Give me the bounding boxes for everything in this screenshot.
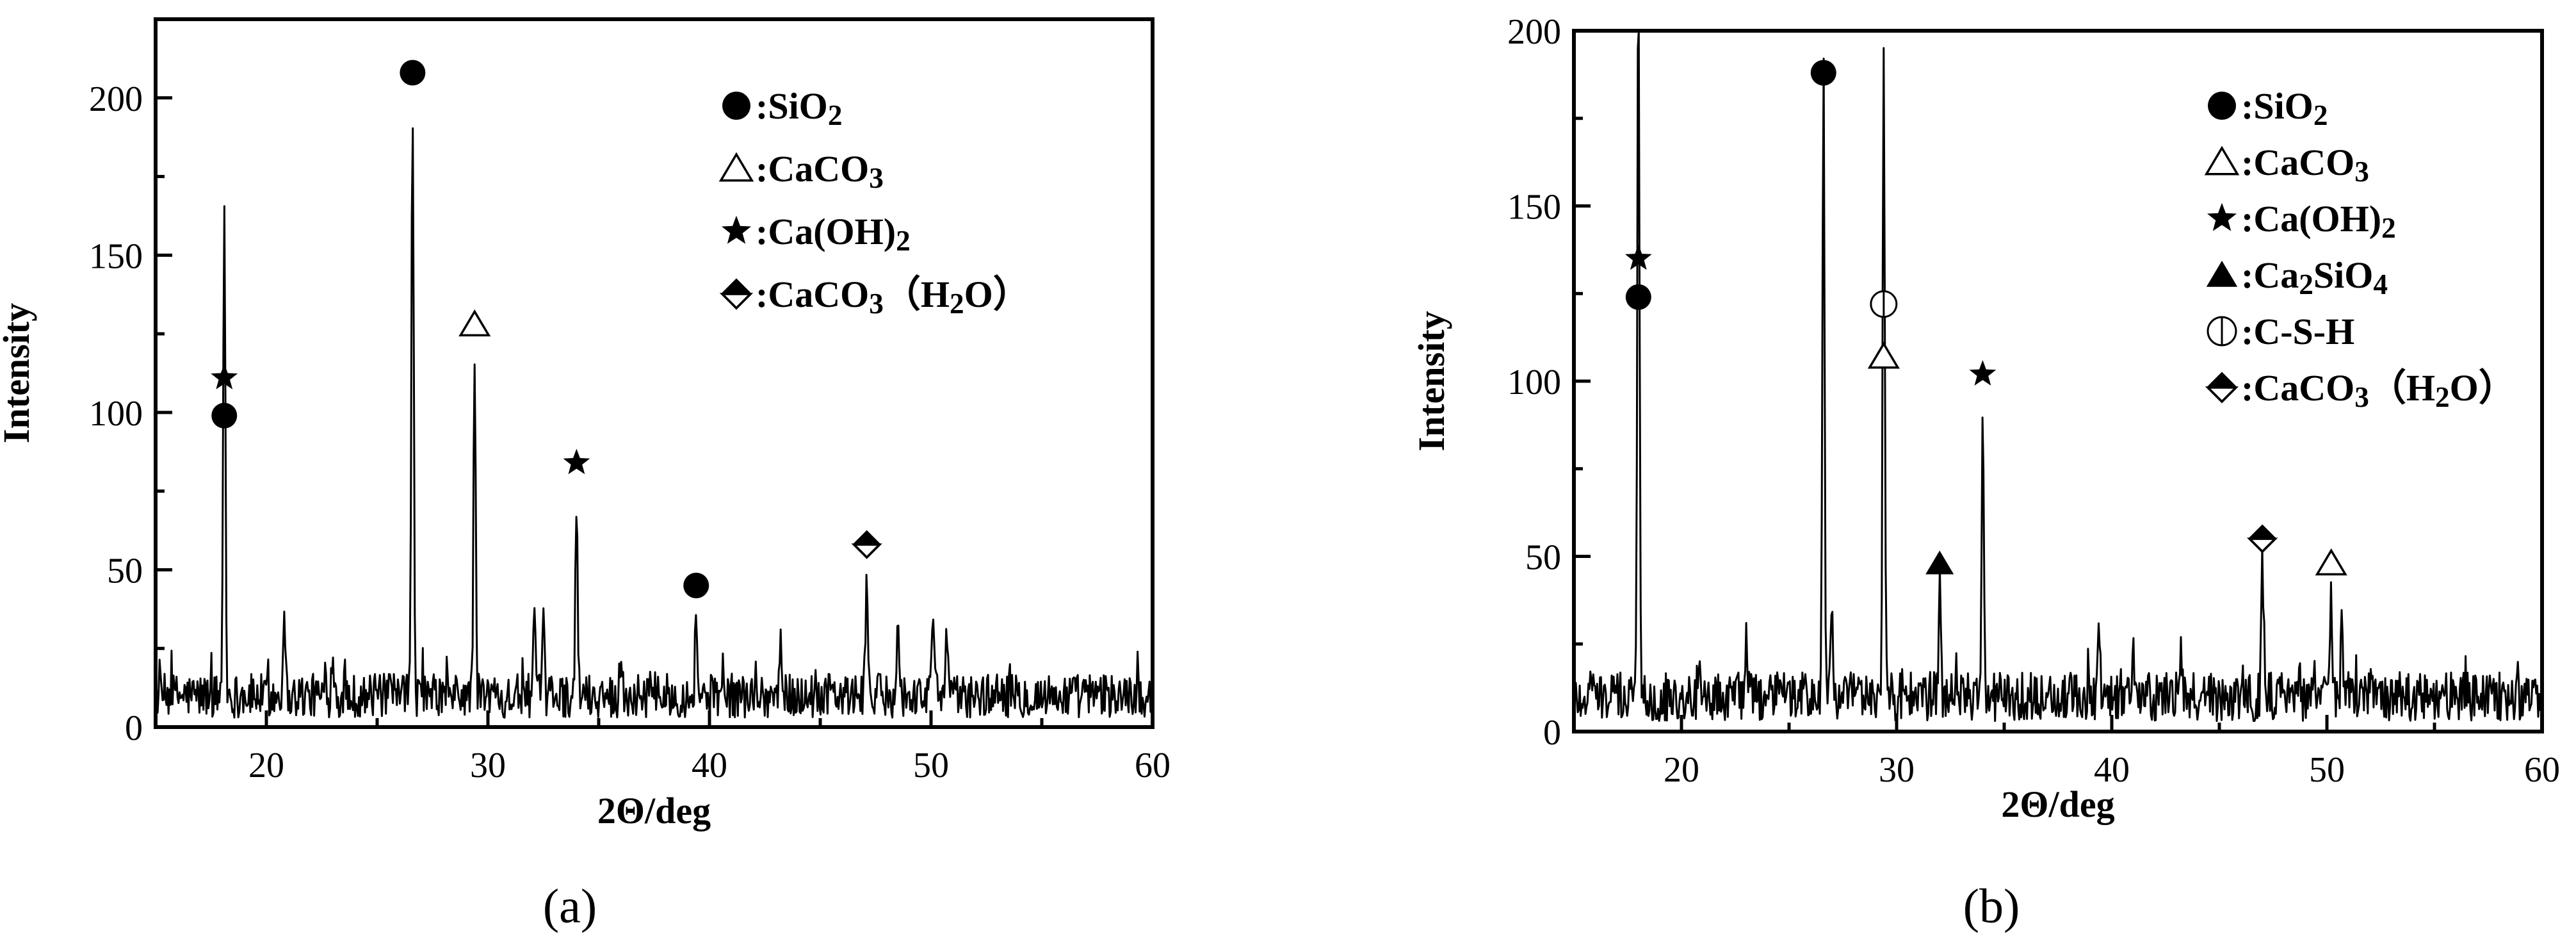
legend-label: :C-S-H <box>2241 311 2354 352</box>
legend-label: :SiO2 <box>756 85 842 131</box>
legend-label: :SiO2 <box>2241 85 2328 131</box>
xrd-trace <box>1573 29 2543 722</box>
peak-marker-circle-bar <box>1870 290 1898 318</box>
legend-label: :Ca(OH)2 <box>756 211 911 257</box>
y-tick-label: 0 <box>1543 713 1561 753</box>
x-tick-label: 30 <box>1879 750 1915 790</box>
peak-marker-diamond-half <box>2246 524 2278 553</box>
y-tick-label: 0 <box>125 708 143 748</box>
y-tick-label: 50 <box>107 551 143 591</box>
peak-marker-diamond-half <box>851 530 882 559</box>
y-axis-label: Intensity <box>0 303 37 443</box>
x-tick-label: 30 <box>470 746 506 785</box>
y-axis-label: Intensity <box>1411 311 1452 451</box>
panel-caption: (a) <box>543 880 597 933</box>
peak-marker-triangle-open <box>1867 341 1900 369</box>
legend-marker-triangle-open <box>718 152 754 182</box>
legend-label: :CaCO3（H2O） <box>756 274 1030 320</box>
y-tick-label: 200 <box>89 79 143 119</box>
legend-marker-circle-filled <box>722 92 750 120</box>
y-tick-label: 100 <box>1507 363 1561 402</box>
peak-marker-triangle-filled <box>1925 550 1954 575</box>
y-tick-label: 150 <box>89 236 143 276</box>
x-axis-label: 2Θ/deg <box>2001 783 2114 825</box>
legend-label: :CaCO3（H2O） <box>2241 367 2516 413</box>
peak-marker-triangle-open <box>2315 548 2347 576</box>
peak-marker-circle-filled <box>1625 284 1651 310</box>
peak-marker-circle-filled <box>683 573 709 598</box>
x-axis-label: 2Θ/deg <box>597 790 711 831</box>
plot-frame <box>154 17 1154 729</box>
legend: :SiO2 :CaCO3 :Ca(OH)2 :CaCO3（H2O） <box>718 85 1030 320</box>
x-tick-label: 20 <box>1664 750 1699 790</box>
legend: :SiO2 :CaCO3 :Ca(OH)2 :Ca2SiO4 :C-S-H :CaCO3（… <box>2204 85 2516 413</box>
x-tick-label: 40 <box>692 746 727 785</box>
y-tick-label: 150 <box>1507 188 1561 227</box>
peak-marker-star <box>563 448 590 475</box>
x-tick-label: 20 <box>248 746 284 785</box>
y-tick-label: 50 <box>1525 538 1561 578</box>
legend-marker-star <box>722 215 751 244</box>
legend-marker-circle-bar <box>2207 316 2237 347</box>
legend-marker-diamond-half <box>719 278 754 310</box>
legend-marker-triangle-filled <box>2206 261 2238 287</box>
peak-marker-star <box>211 363 238 389</box>
legend-label: :Ca2SiO4 <box>2241 254 2388 300</box>
y-tick-label: 100 <box>89 394 143 434</box>
x-tick-label: 60 <box>1135 746 1171 785</box>
xrd-trace <box>154 127 1154 719</box>
x-tick-label: 40 <box>2094 750 2130 790</box>
legend-marker-star <box>2207 202 2237 231</box>
legend-marker-diamond-half <box>2205 372 2239 404</box>
legend-marker-circle-filled <box>2208 92 2236 120</box>
legend-label: :CaCO3 <box>2241 142 2369 188</box>
peak-marker-circle-filled <box>1810 60 1836 86</box>
peak-marker-circle-filled <box>400 60 426 86</box>
legend-label: :Ca(OH)2 <box>2241 198 2396 244</box>
legend-marker-triangle-open <box>2204 145 2240 176</box>
y-tick-label: 200 <box>1507 12 1561 52</box>
x-tick-label: 50 <box>913 746 949 785</box>
peak-marker-star <box>1624 244 1652 270</box>
x-tick-label: 50 <box>2309 750 2345 790</box>
legend-label: :CaCO3 <box>756 148 884 194</box>
x-tick-label: 60 <box>2524 750 2560 790</box>
xrd-chart-a: 20 30 40 50 60 0 50 100 150 200 2Θ/deg Intensity :Si… <box>0 17 1171 933</box>
panel-caption: (b) <box>1963 880 2020 933</box>
xrd-chart-b: 20 30 40 50 60 0 50 100 150 200 2Θ/deg Intensity :Si… <box>1411 12 2560 933</box>
peak-marker-star <box>1969 360 1997 386</box>
peak-marker-circle-filled <box>211 402 238 429</box>
peak-marker-triangle-open <box>458 309 491 337</box>
